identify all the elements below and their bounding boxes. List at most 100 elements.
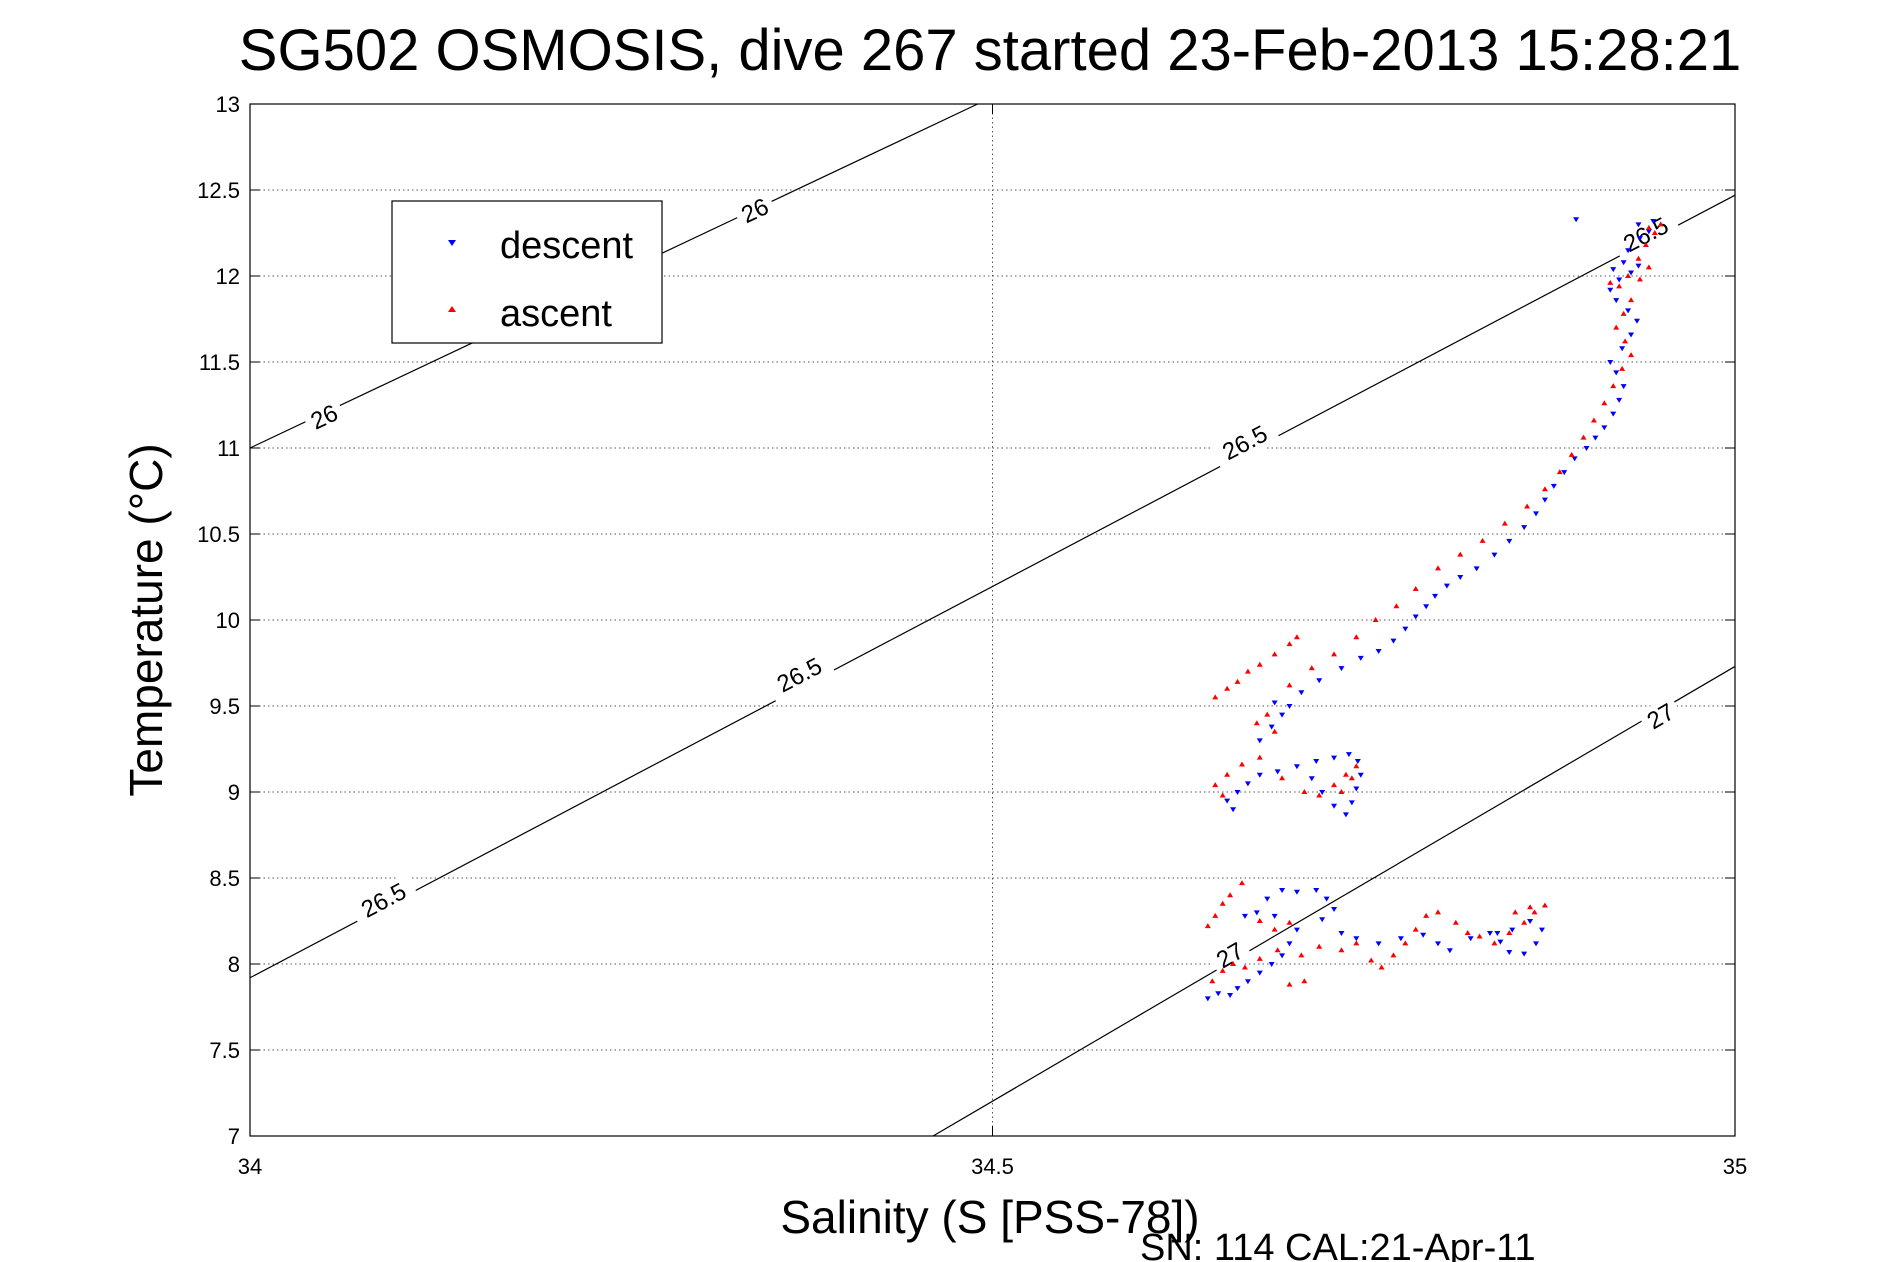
ascent-point bbox=[1501, 520, 1508, 526]
ascent-point bbox=[1256, 955, 1263, 961]
descent-point bbox=[1592, 435, 1599, 441]
ascent-point bbox=[1601, 400, 1608, 406]
descent-point bbox=[1613, 298, 1620, 304]
ascent-point bbox=[1378, 964, 1385, 970]
descent-point bbox=[1550, 483, 1557, 489]
ascent-point bbox=[1238, 880, 1245, 886]
descent-point bbox=[1256, 772, 1263, 778]
legend-box bbox=[391, 200, 663, 344]
descent-point bbox=[1313, 888, 1320, 894]
descent-point bbox=[1279, 888, 1286, 894]
ascent-point bbox=[1625, 273, 1632, 278]
descent-point bbox=[1271, 700, 1278, 706]
ascent-point bbox=[1435, 909, 1441, 915]
descent-point bbox=[1286, 704, 1293, 709]
ascent-point bbox=[1253, 720, 1260, 726]
descent-point bbox=[1527, 919, 1534, 924]
ascent-point bbox=[1622, 338, 1629, 344]
ascent-point bbox=[1316, 792, 1323, 798]
ascent-point bbox=[1244, 668, 1251, 674]
descent-point bbox=[1353, 786, 1360, 792]
ascent-point bbox=[1286, 682, 1293, 688]
descent-point bbox=[1227, 992, 1234, 998]
ascent-point bbox=[1230, 961, 1237, 966]
descent-point bbox=[1348, 800, 1355, 806]
descent-point bbox=[1573, 217, 1580, 223]
descent-point bbox=[1402, 626, 1409, 632]
ascent-point bbox=[1298, 952, 1305, 958]
descent-point bbox=[1625, 248, 1632, 254]
ascent-point bbox=[1256, 918, 1263, 923]
descent-point bbox=[1635, 263, 1642, 269]
descent-point bbox=[1521, 525, 1528, 531]
descent-point bbox=[1234, 790, 1241, 795]
descent-point bbox=[1256, 970, 1263, 976]
descent-point bbox=[1423, 604, 1430, 610]
descent-point bbox=[1432, 593, 1439, 599]
y-tick-label: 11 bbox=[217, 436, 240, 461]
descent-point bbox=[1298, 690, 1305, 696]
descent-point bbox=[1610, 267, 1617, 273]
descent-point bbox=[1506, 949, 1513, 955]
y-tick-label: 7.5 bbox=[209, 1038, 240, 1063]
ascent-point bbox=[1452, 919, 1459, 925]
descent-point bbox=[1256, 738, 1263, 744]
descent-point bbox=[1375, 941, 1382, 947]
ascent-point bbox=[1301, 789, 1308, 794]
contour-label: 27 bbox=[1637, 694, 1685, 739]
descent-point bbox=[1497, 939, 1504, 945]
descent-point bbox=[1353, 936, 1360, 942]
descent-point bbox=[1268, 724, 1275, 730]
x-tick-label: 34.5 bbox=[971, 1154, 1014, 1179]
ascent-point bbox=[1657, 221, 1664, 227]
descent-point bbox=[1635, 222, 1642, 228]
ascent-point bbox=[1338, 947, 1345, 953]
ascent-point bbox=[1293, 634, 1300, 640]
descent-point bbox=[1628, 332, 1635, 338]
legend-ascent-marker bbox=[448, 306, 456, 312]
descent-point bbox=[1620, 384, 1627, 390]
descent-point bbox=[1234, 986, 1241, 992]
descent-point bbox=[1253, 910, 1260, 916]
ascent-point bbox=[1286, 919, 1293, 925]
descent-point bbox=[1645, 229, 1652, 235]
ascent-point bbox=[1308, 665, 1315, 671]
descent-point bbox=[1486, 931, 1493, 937]
ascent-point bbox=[1423, 912, 1430, 918]
ascent-point bbox=[1234, 678, 1241, 684]
descent-point bbox=[1293, 889, 1300, 895]
ascent-point bbox=[1636, 276, 1643, 282]
descent-point bbox=[1224, 798, 1231, 804]
descent-point bbox=[1521, 951, 1528, 957]
x-axis-label: Salinity (S [PSS-78]) bbox=[780, 1191, 1199, 1243]
ascent-point bbox=[1342, 771, 1349, 777]
ascent-point bbox=[1224, 685, 1231, 691]
descent-point bbox=[1610, 411, 1617, 417]
ascent-point bbox=[1580, 434, 1587, 440]
contour-label-gap bbox=[763, 647, 836, 703]
x-tick-label: 34 bbox=[238, 1154, 262, 1179]
legend-descent-marker bbox=[448, 240, 456, 246]
ascent-point bbox=[1238, 761, 1245, 767]
ascent-point bbox=[1372, 617, 1379, 622]
descent-point bbox=[1473, 566, 1480, 572]
descent-point bbox=[1533, 511, 1540, 517]
ascent-point bbox=[1645, 224, 1652, 230]
ascent-point bbox=[1331, 782, 1338, 788]
contour-label-gap bbox=[1637, 694, 1685, 739]
ascent-point bbox=[1541, 902, 1548, 908]
descent-point bbox=[1331, 803, 1338, 809]
y-tick-label: 9 bbox=[228, 780, 240, 805]
ascent-point bbox=[1316, 943, 1323, 949]
descent-point bbox=[1561, 470, 1568, 476]
ascent-point bbox=[1256, 661, 1263, 667]
descent-point bbox=[1491, 552, 1498, 558]
legend: descent ascent bbox=[391, 200, 663, 344]
descent-point bbox=[1342, 812, 1349, 818]
ascent-point bbox=[1301, 978, 1308, 984]
serial-calibration-note: SN: 114 CAL:21-Apr-11 bbox=[1140, 1227, 1536, 1262]
descent-point bbox=[1583, 446, 1590, 451]
descent-point bbox=[1241, 913, 1248, 919]
ascent-point bbox=[1412, 926, 1419, 932]
